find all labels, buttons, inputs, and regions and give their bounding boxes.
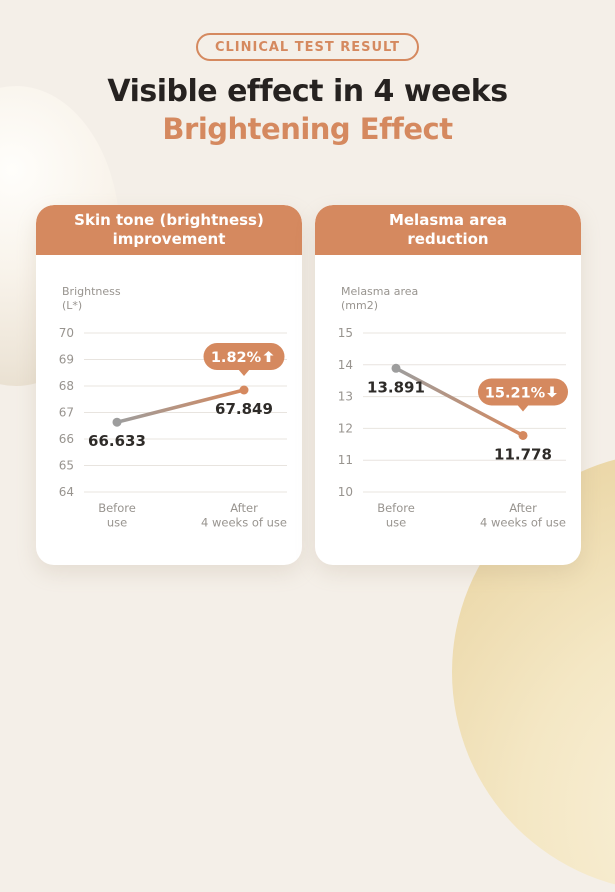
x-axis-label: use [386, 516, 406, 530]
data-point-before [391, 363, 401, 373]
data-point-before [112, 417, 122, 427]
melasma-chart: 15 14 13 12 11 10 Melasma area(mm2) 13.891 11.77… [338, 285, 568, 530]
page-title: Visible effect in 4 weeks [107, 74, 508, 109]
brightness-card-title: Skin tone (brightness) improvement [36, 205, 302, 255]
y-axis-title: (mm2) [341, 299, 378, 312]
trend-line [394, 366, 525, 438]
y-tick-label: 12 [338, 421, 353, 435]
x-axis-label: Before [377, 501, 415, 515]
badge-pill [203, 343, 285, 371]
badge-pointer [238, 369, 250, 377]
change-badge: 15.21% [478, 378, 568, 412]
badge-percent-label: 15.21% [485, 385, 546, 401]
arrow-down-icon [547, 386, 557, 398]
badge-pill [478, 378, 568, 406]
x-axis-label: After [509, 501, 537, 515]
header-section: CLINICAL TEST RESULT Visible effect in 4… [0, 0, 615, 146]
value-label: 13.891 [367, 378, 425, 396]
page-subtitle: Brightening Effect [162, 112, 453, 146]
data-point-after [239, 385, 249, 395]
change-badge: 1.82% [203, 343, 285, 377]
y-tick-label: 68 [59, 379, 74, 393]
y-tick-label: 11 [338, 453, 353, 467]
y-tick-label: 70 [59, 326, 74, 340]
melasma-card-title: Melasma area reduction [315, 205, 581, 255]
x-axis-label: 4 weeks of use [480, 516, 566, 530]
y-tick-label: 14 [338, 358, 353, 372]
y-tick-label: 65 [59, 459, 74, 473]
x-axis-label: Before [98, 501, 136, 515]
y-axis-title: Brightness [62, 285, 121, 298]
badge-pointer [517, 404, 529, 412]
x-axis-label: 4 weeks of use [201, 516, 287, 530]
melasma-card: Melasma area reduction 15 14 13 12 11 10 Melas… [315, 205, 581, 565]
card-title-line: improvement [112, 230, 226, 248]
value-label: 67.849 [215, 400, 273, 418]
clinical-test-badge: CLINICAL TEST RESULT [195, 33, 420, 61]
card-title-line: Melasma area [388, 210, 508, 229]
data-point-after [518, 430, 528, 440]
charts-row: Skin tone (brightness) improvement 70 69 6… [36, 205, 581, 565]
y-tick-label: 66 [59, 432, 74, 446]
badge-percent-label: 1.82% [211, 350, 262, 366]
y-axis-title: Melasma area [341, 285, 418, 298]
x-axis-label: use [107, 516, 127, 530]
trend-line [115, 388, 246, 424]
card-title-line: reduction [407, 230, 489, 248]
y-axis-title: (L*) [62, 299, 82, 312]
x-axis-label: After [230, 501, 258, 515]
y-tick-label: 10 [338, 485, 353, 499]
value-label: 66.633 [88, 432, 146, 450]
brightness-card: Skin tone (brightness) improvement 70 69 6… [36, 205, 302, 565]
arrow-up-icon [263, 351, 274, 363]
y-tick-label: 64 [59, 485, 74, 499]
y-tick-label: 13 [338, 390, 353, 404]
y-tick-label: 67 [59, 406, 74, 420]
card-title-line: Skin tone (brightness) [74, 210, 264, 229]
brightness-chart: 70 69 68 67 66 65 64 Brightness(L*) 66.633 67.849… [59, 285, 287, 530]
y-tick-label: 15 [338, 326, 353, 340]
y-tick-label: 69 [59, 353, 74, 367]
value-label: 11.778 [494, 445, 552, 463]
